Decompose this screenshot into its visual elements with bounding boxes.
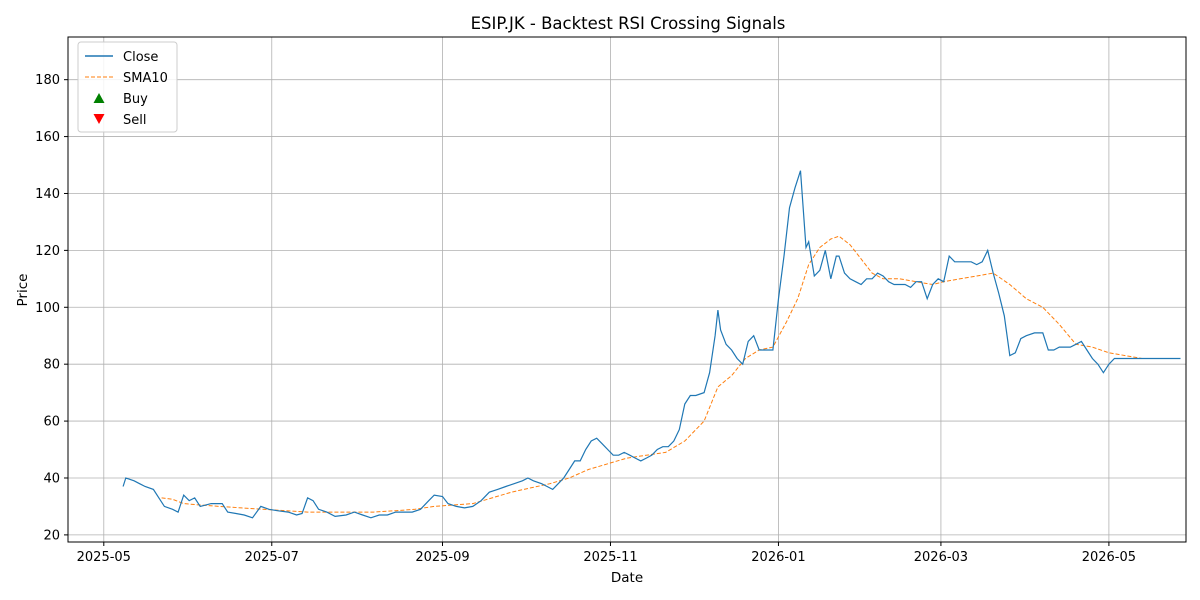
legend-close-label: Close — [123, 50, 158, 65]
legend-box — [77, 41, 178, 133]
legend-buy-marker — [93, 93, 105, 103]
plot-area: 20 40 60 80 100 120 140 160 180 2025-05 2025-07 202… — [35, 37, 1186, 565]
x-tick-label: 2025-07 — [245, 550, 299, 565]
legend-sma-label: SMA10 — [123, 71, 168, 86]
legend: Close SMA10 Buy Sell — [77, 41, 178, 133]
y-tick-label: 20 — [43, 528, 60, 543]
chart-title: ESIP.JK - Backtest RSI Crossing Signals — [471, 14, 786, 33]
x-tick-label: 2026-03 — [914, 550, 968, 565]
y-tick-label: 180 — [35, 73, 60, 88]
x-tick-label: 2025-05 — [77, 550, 131, 565]
x-axis-label: Date — [611, 570, 643, 586]
legend-sell-label: Sell — [123, 113, 146, 128]
x-tick-label: 2026-05 — [1082, 550, 1136, 565]
legend-sell-marker — [93, 114, 105, 124]
legend-buy-label: Buy — [123, 92, 148, 107]
close-line — [122, 170, 1181, 519]
plot-frame — [67, 36, 1187, 543]
y-tick-label: 140 — [35, 187, 60, 202]
x-tick-label: 2026-01 — [751, 550, 805, 565]
y-tick-label: 100 — [35, 301, 60, 316]
x-tick-label: 2025-11 — [583, 550, 637, 565]
y-tick-label: 160 — [35, 130, 60, 145]
y-tick-label: 80 — [43, 358, 60, 373]
x-tick-label: 2025-09 — [415, 550, 469, 565]
y-tick-label: 40 — [43, 471, 60, 486]
y-tick-label: 120 — [35, 244, 60, 259]
y-tick-label: 60 — [43, 415, 60, 430]
y-axis-label: Price — [15, 274, 31, 307]
